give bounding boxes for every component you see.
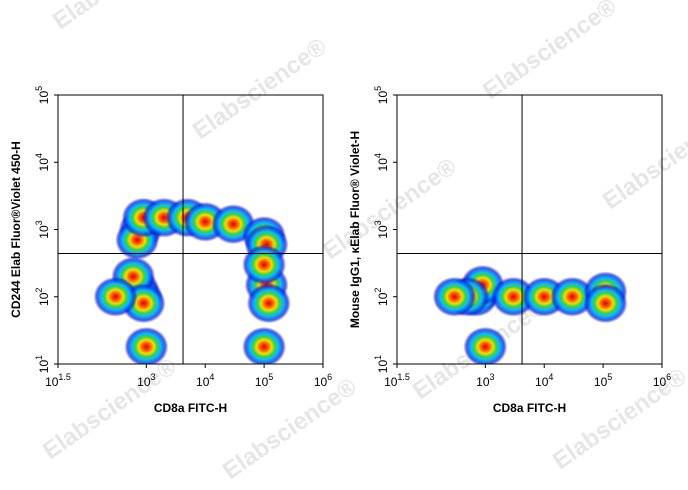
x-tick-label: 101.5 xyxy=(384,372,410,389)
density-blob xyxy=(432,276,477,317)
y-tick-label: 104 xyxy=(34,153,51,171)
x-tick-label: 105 xyxy=(255,372,273,389)
y-tick-label: 101 xyxy=(34,355,51,373)
watermark: Elabscience® xyxy=(188,33,332,145)
density-blob xyxy=(463,326,508,364)
y-tick-label: 104 xyxy=(373,153,390,171)
density-blob xyxy=(583,283,628,324)
density-blob xyxy=(242,326,287,364)
x-tick-label: 101.5 xyxy=(45,372,71,389)
x-tick-label: 103 xyxy=(476,372,494,389)
y-tick-label: 105 xyxy=(34,86,51,104)
y-tick-label: 101 xyxy=(373,355,390,373)
density xyxy=(432,264,628,364)
x-axis-title: CD8a FITC-H xyxy=(154,401,227,415)
density-blob xyxy=(550,276,595,317)
x-tick-label: 105 xyxy=(594,372,612,389)
density-blob xyxy=(491,276,536,317)
density-blob xyxy=(242,244,287,285)
density-blob xyxy=(93,276,138,317)
y-tick-label: 102 xyxy=(34,288,51,306)
y-axis-title: Mouse IgG1, κElab Fluor® Violet-H xyxy=(348,131,362,328)
x-axis-title: CD8a FITC-H xyxy=(493,401,566,415)
watermark: Elabscience® xyxy=(598,103,688,215)
y-axis-title: CD244 Elab Fluor®Violet 450-H xyxy=(9,141,23,318)
watermark: Elabscience® xyxy=(478,0,622,105)
density xyxy=(93,197,291,364)
watermark: Elabscience® xyxy=(48,0,192,35)
watermark: Elabscience® xyxy=(218,373,362,485)
y-tick-label: 103 xyxy=(34,220,51,238)
density-blob xyxy=(246,283,291,324)
y-tick-label: 102 xyxy=(373,288,390,306)
density-blob xyxy=(124,326,169,364)
x-tick-label: 104 xyxy=(196,372,214,389)
y-tick-label: 105 xyxy=(373,86,390,104)
x-tick-label: 104 xyxy=(535,372,553,389)
